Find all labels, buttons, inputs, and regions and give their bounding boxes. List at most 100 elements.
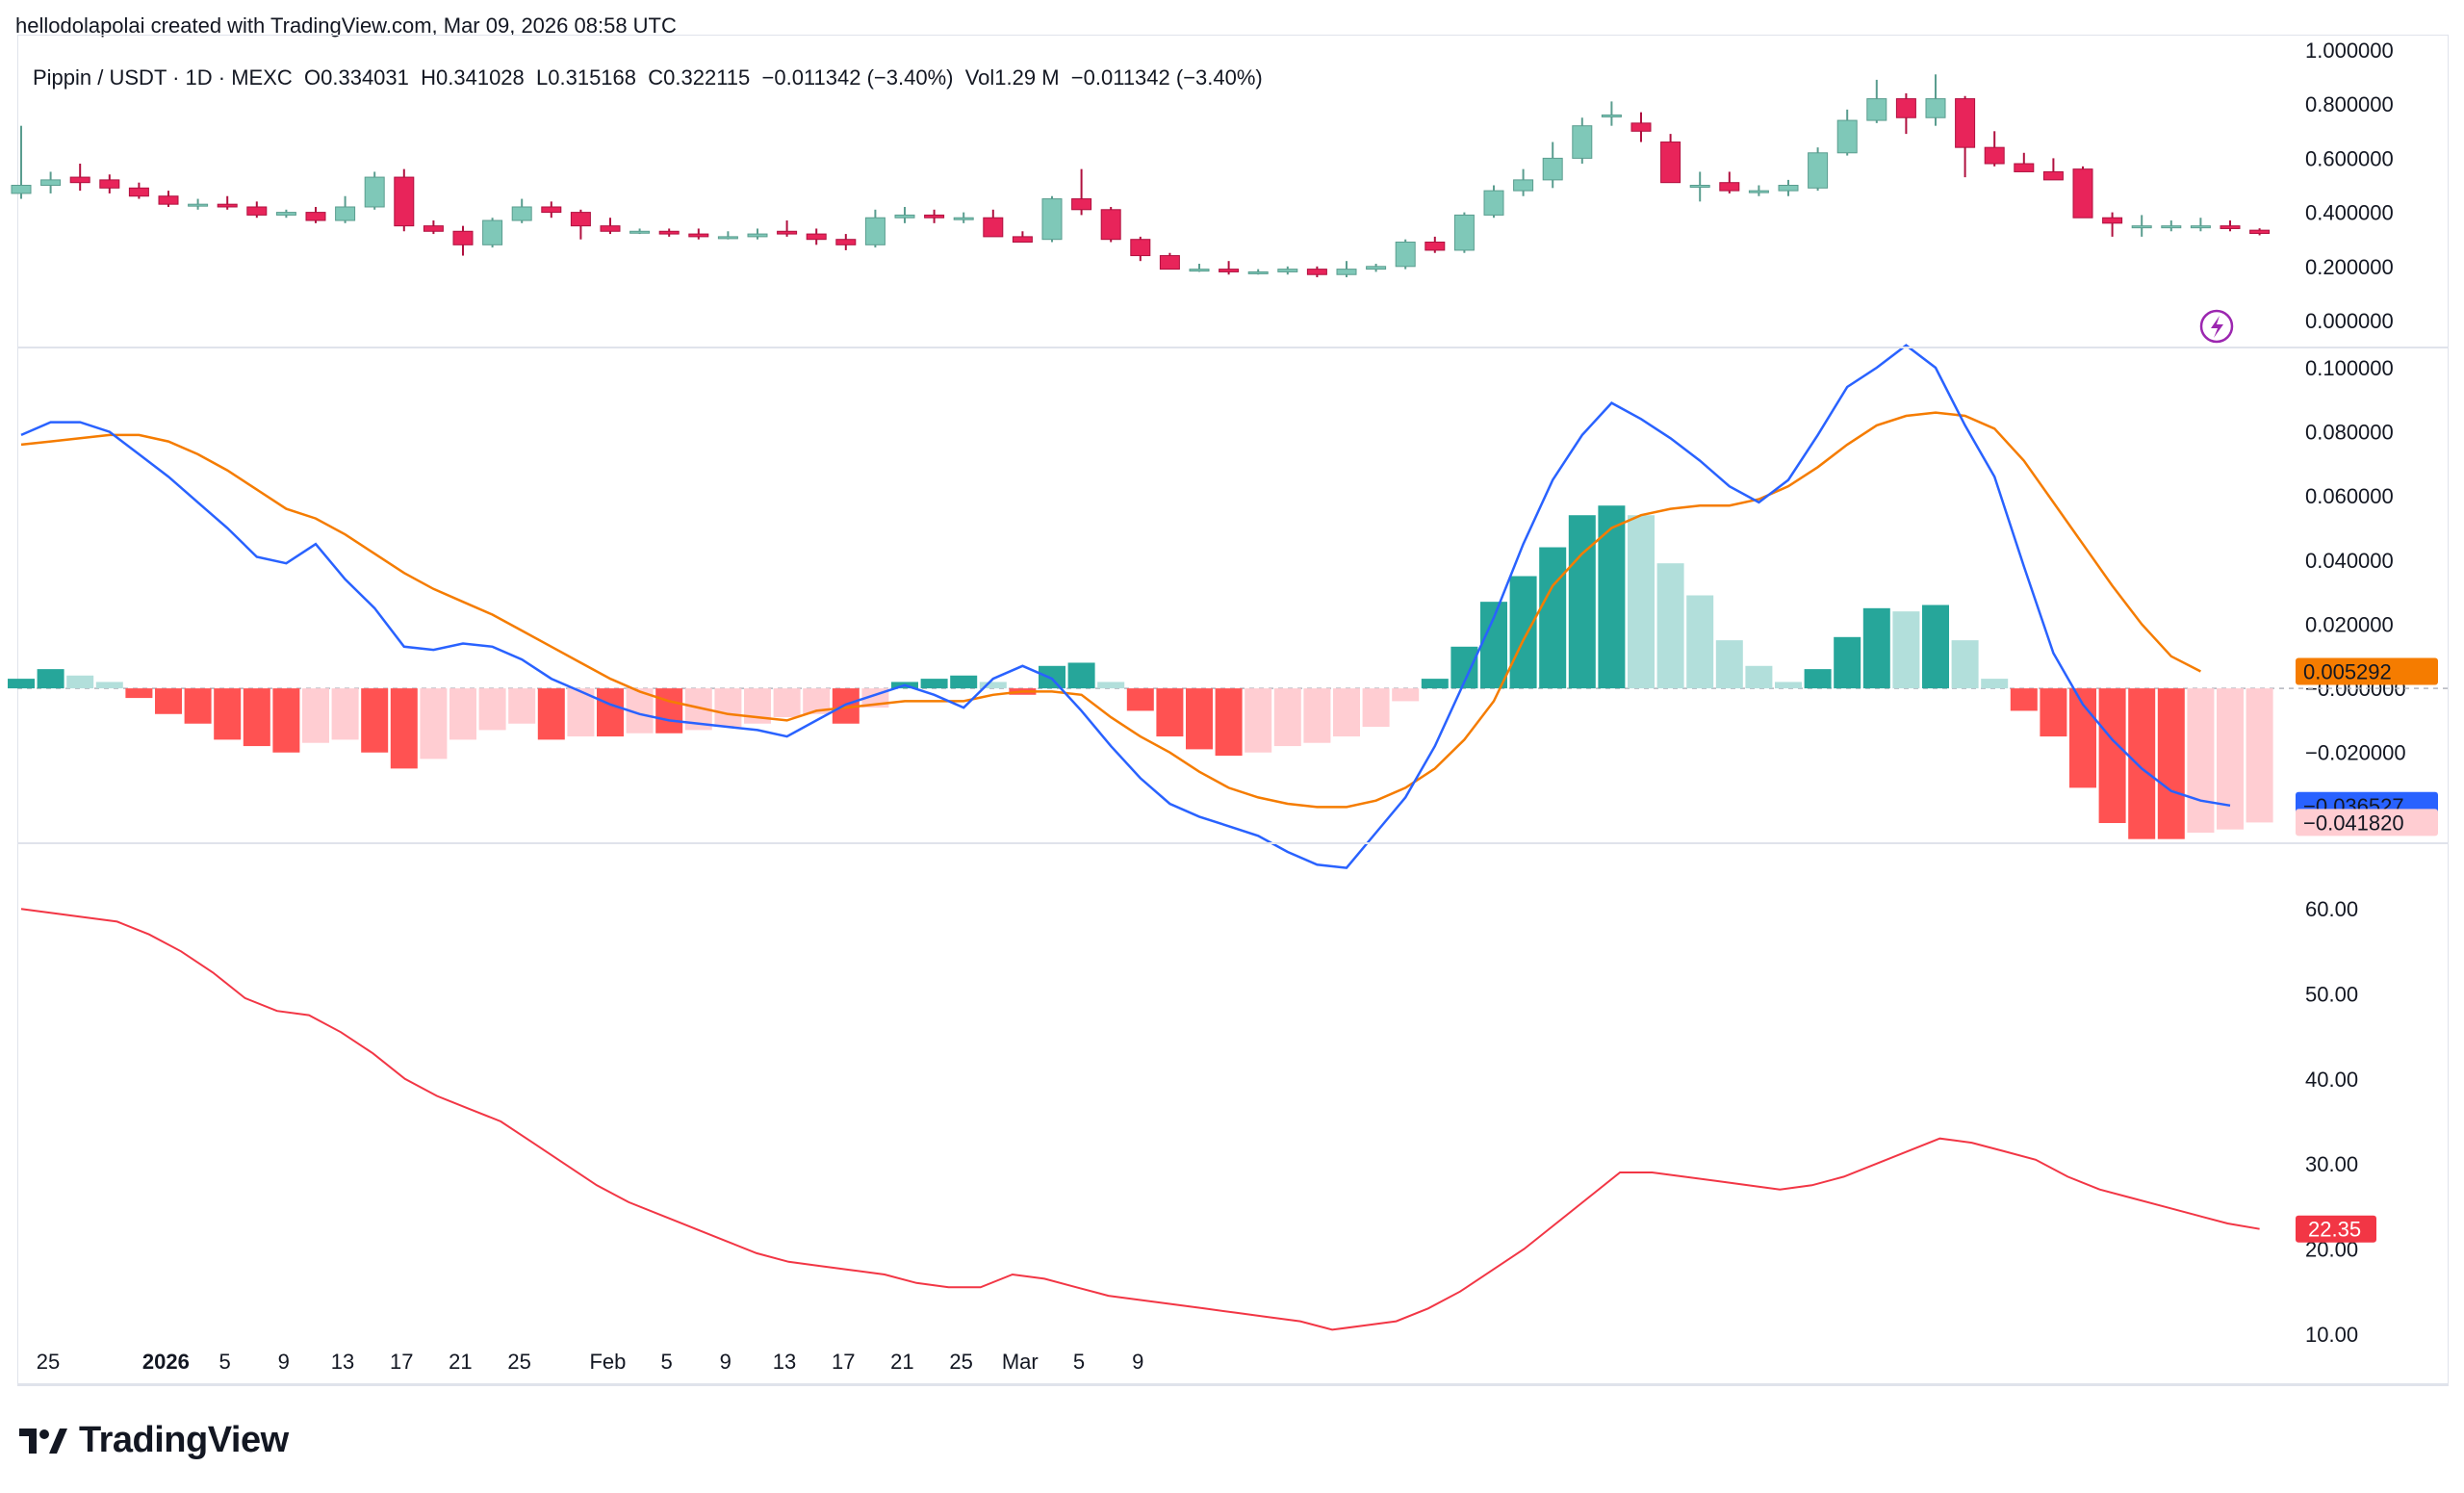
candle-body: [2042, 170, 2064, 181]
time-axis-tick: 5: [1073, 1350, 1085, 1374]
macd-histogram-bar: [95, 682, 123, 689]
pane-dividers: [17, 347, 2449, 1385]
candle-body: [1159, 255, 1180, 270]
candle-body: [217, 203, 238, 208]
candle-body: [335, 206, 356, 221]
candle-body: [11, 185, 32, 194]
candle-body: [158, 195, 179, 205]
macd-histogram-bar: [1568, 515, 1596, 689]
macd-histogram-bar: [1067, 662, 1095, 689]
symbol-legend: Pippin / USDT · 1D · MEXC O0.334031 H0.3…: [33, 65, 1263, 90]
price-axis-tick: 0.400000: [2305, 201, 2394, 225]
candle-body: [1689, 185, 1710, 188]
macd-histogram-bar: [2010, 688, 2038, 711]
macd-histogram-bar: [1686, 595, 1714, 689]
signal-last-value: 0.005292: [2303, 659, 2392, 683]
time-axis-tick: 21: [449, 1350, 472, 1374]
time-axis-tick: 17: [832, 1350, 855, 1374]
tradingview-logo-icon: [19, 1428, 67, 1454]
candle-body: [835, 239, 857, 245]
macd-histogram-bar: [1097, 682, 1125, 689]
adx-axis-tick: 50.00: [2305, 983, 2358, 1007]
macd-histogram-bar: [125, 688, 153, 699]
tradingview-logo[interactable]: TradingView: [17, 1420, 289, 1461]
macd-histogram-bar: [597, 688, 624, 737]
candle-body: [1247, 270, 1269, 274]
macd-histogram-bar: [1981, 679, 2009, 689]
candle-body: [2190, 225, 2211, 229]
macd-histogram-bar: [2246, 688, 2273, 823]
candle-body: [394, 176, 415, 227]
candle-body: [2102, 217, 2123, 224]
candle-body: [1424, 242, 1446, 251]
macd-axis-tick: −0.020000: [2305, 741, 2406, 765]
candle-body: [1778, 185, 1799, 192]
candle-body: [570, 212, 591, 227]
candle-body: [541, 206, 562, 214]
legend-change: −0.011342 (−3.40%): [761, 65, 954, 90]
time-axis-tick: 5: [218, 1350, 230, 1374]
legend-symbol[interactable]: Pippin / USDT · 1D · MEXC: [33, 65, 293, 90]
macd-histogram-bar: [537, 688, 565, 740]
time-axis-tick: 9: [1132, 1350, 1143, 1374]
adx-line: [20, 908, 2260, 1331]
adx-last-value: 22.35: [2308, 1218, 2361, 1242]
candle-body: [1660, 142, 1681, 184]
candle-body: [305, 212, 326, 221]
macd-histogram-bar: [508, 688, 536, 724]
candle-body: [894, 214, 915, 219]
candle-body: [1306, 269, 1327, 275]
candle-body: [246, 206, 268, 216]
macd-histogram-bar: [655, 688, 683, 734]
macd-histogram-bar: [2217, 688, 2244, 830]
legend-open: O0.334031: [304, 65, 409, 90]
macd-pane: 0.100000 0.080000 0.060000 0.040000 0.020000…: [8, 344, 2449, 869]
time-axis-tick: 9: [278, 1350, 290, 1374]
histogram-last-value: −0.041820: [2303, 811, 2404, 835]
legend-volume: Vol1.29 M: [964, 65, 1060, 90]
macd-histogram-bar: [773, 688, 801, 718]
macd-histogram-bar: [1333, 688, 1360, 737]
candle-body: [1895, 98, 1916, 118]
time-axis-tick: 13: [331, 1350, 354, 1374]
macd-histogram-bar: [1215, 688, 1243, 757]
candle-body: [864, 217, 886, 245]
candle-body: [511, 206, 532, 221]
macd-histogram-bar: [37, 669, 64, 689]
candle-body: [1866, 98, 1887, 121]
macd-histogram-bar: [1775, 682, 1802, 689]
macd-histogram-bar: [1039, 665, 1065, 689]
macd-histogram-bar: [184, 688, 212, 724]
candle-body: [2131, 225, 2152, 229]
lightning-icon: [2199, 309, 2234, 344]
time-axis-tick: 2026: [142, 1350, 190, 1374]
candle-body: [983, 217, 1004, 238]
candle-body: [1336, 269, 1357, 275]
candle-body: [2220, 225, 2241, 229]
macd-histogram-bar: [449, 688, 476, 740]
candle-body: [1041, 198, 1063, 241]
candle-body: [1719, 182, 1740, 192]
adx-axis-tick: 30.00: [2305, 1152, 2358, 1176]
candle-body: [2161, 225, 2182, 229]
candle-body: [1189, 269, 1210, 272]
candle-body: [1542, 157, 1563, 181]
candle-body: [658, 230, 680, 235]
candle-body: [600, 225, 621, 232]
candle-body: [1071, 198, 1092, 211]
macd-histogram-bar: [1392, 688, 1420, 702]
candle-body: [482, 219, 503, 245]
macd-histogram-bar: [1126, 688, 1154, 711]
macd-histogram-bar: [1273, 688, 1301, 747]
candle-body: [1513, 179, 1534, 192]
macd-histogram-bar: [1598, 505, 1626, 689]
macd-histogram-bar: [1362, 688, 1390, 728]
macd-histogram-bar: [1715, 640, 1743, 689]
time-axis-tick: 13: [773, 1350, 796, 1374]
macd-histogram-bar: [1656, 563, 1684, 689]
candle-body: [1366, 266, 1387, 270]
macd-histogram-bar: [361, 688, 389, 753]
time-axis-tick: 9: [720, 1350, 732, 1374]
candle-body: [1630, 122, 1652, 132]
